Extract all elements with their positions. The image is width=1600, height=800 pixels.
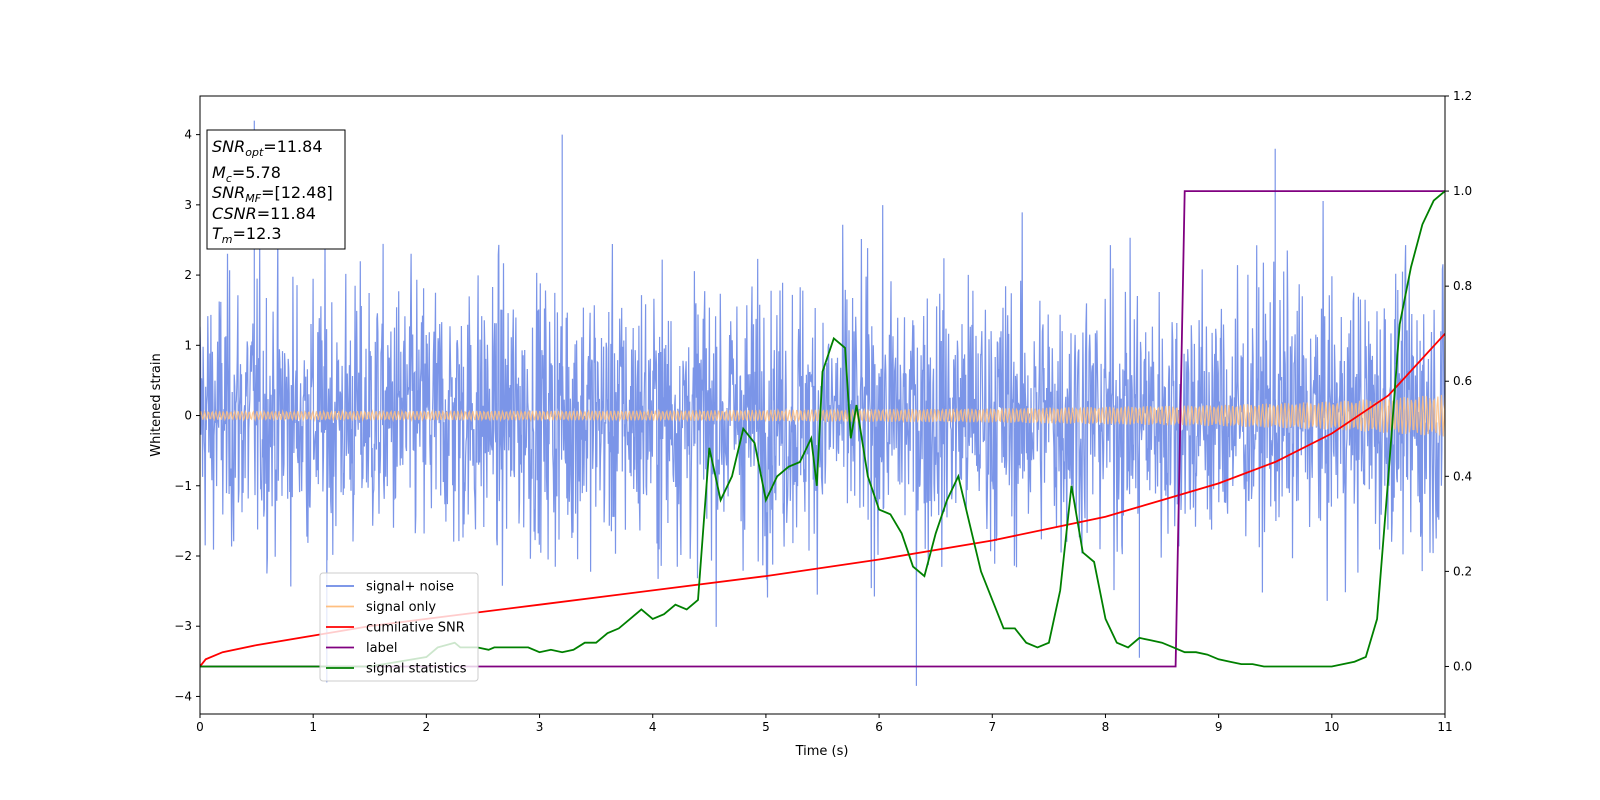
signal-only-line (200, 394, 1445, 437)
y-tick-label: −2 (174, 549, 192, 563)
legend-label: cumilative SNR (366, 621, 465, 636)
signal-noise-line (200, 120, 1445, 686)
info-mc: Mc=5.78 (212, 163, 281, 185)
info-tm: Tm=12.3 (212, 224, 282, 246)
y-tick-label: 3 (184, 198, 192, 212)
x-tick-label: 11 (1437, 720, 1452, 734)
x-tick-label: 8 (1102, 720, 1110, 734)
legend-label: signal statistics (366, 662, 467, 677)
axes-frame (199, 95, 1446, 715)
y-tick-label: −4 (174, 689, 192, 703)
y2-tick-label: 0.8 (1453, 279, 1472, 293)
label-line (200, 190, 1445, 668)
y2-tick-label: 0.2 (1453, 564, 1472, 578)
x-tick-label: 7 (988, 720, 996, 734)
y-tick-label: 0 (184, 409, 192, 423)
y2-tick-label: 0.0 (1453, 659, 1472, 673)
signal-only-series (200, 394, 1445, 437)
y2-tick-label: 0.6 (1453, 374, 1472, 388)
x-tick-label: 10 (1324, 720, 1339, 734)
y2-tick-label: 1.2 (1453, 89, 1472, 103)
signal-statistics-line (200, 190, 1445, 668)
x-tick-label: 5 (762, 720, 770, 734)
legend-label: label (366, 641, 397, 656)
x-axis-label: Time (s) (795, 744, 849, 759)
x-tick-label: 3 (536, 720, 544, 734)
x-tick-label: 2 (423, 720, 431, 734)
y-tick-label: 1 (184, 338, 192, 352)
signal-noise-series (200, 120, 1445, 686)
legend: signal+ noise signal only cumilative SNR la… (319, 572, 479, 682)
x-tick-label: 1 (309, 720, 317, 734)
x-tick-label: 9 (1215, 720, 1223, 734)
y-tick-label: −1 (174, 479, 192, 493)
info-csnr: CSNR=11.84 (212, 204, 316, 223)
x-axis-ticks: 0 1 2 3 4 5 6 7 8 9 10 11 (196, 714, 1453, 734)
info-box: SNRopt=11.84 Mc=5.78 SNRMF=[12.48] CSNR=… (206, 129, 346, 250)
y-tick-label: −3 (174, 619, 192, 633)
x-tick-label: 4 (649, 720, 657, 734)
info-snr-opt: SNRopt=11.84 (212, 137, 323, 159)
plot-area (200, 120, 1445, 686)
y-axis-ticks: 4 3 2 1 0 −1 −2 −3 −4 (174, 128, 200, 703)
legend-label: signal only (366, 600, 436, 615)
info-snr-mf: SNRMF=[12.48] (212, 183, 333, 205)
line-series-group (200, 190, 1445, 668)
legend-label: signal+ noise (366, 580, 454, 595)
y2-tick-label: 1.0 (1453, 184, 1472, 198)
x-tick-label: 6 (875, 720, 883, 734)
y-tick-label: 4 (184, 128, 192, 142)
x-tick-label: 0 (196, 720, 204, 734)
y2-axis-ticks: 0.0 0.2 0.4 0.6 0.8 1.0 1.2 (1445, 89, 1472, 673)
y2-tick-label: 0.4 (1453, 469, 1472, 483)
cumulative-snr-line (200, 333, 1445, 668)
y-axis-label: Whitened strain (149, 353, 164, 456)
legend-items: signal+ noise signal only cumilative SNR la… (326, 580, 467, 677)
y-tick-label: 2 (184, 268, 192, 282)
